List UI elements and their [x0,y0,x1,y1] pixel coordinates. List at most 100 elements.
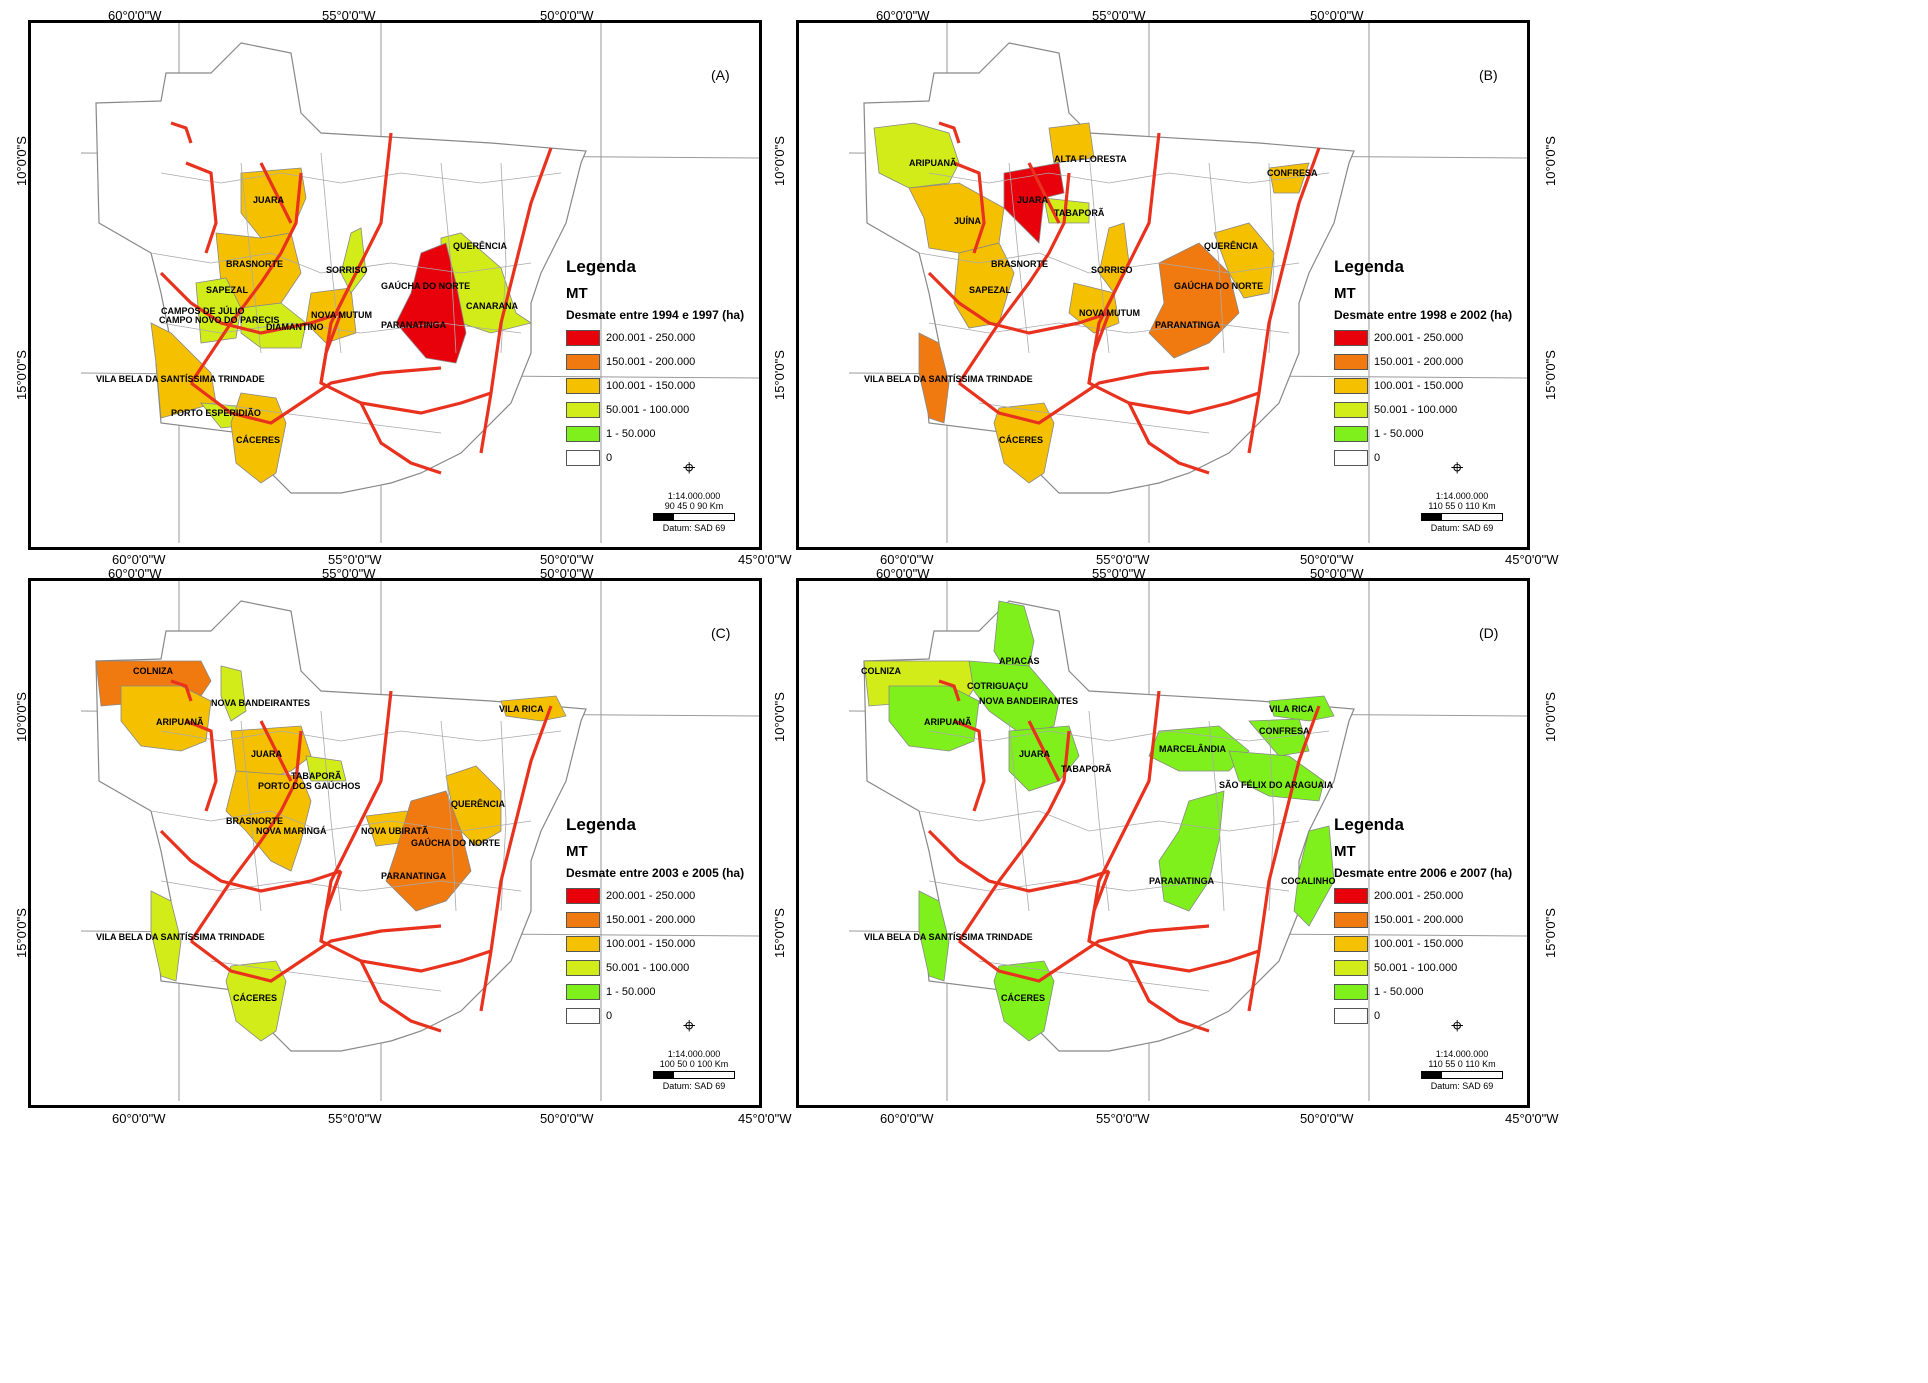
municipality-boundary [1268,720,1275,912]
map-canvas [848,23,1527,543]
road-line [957,730,1071,942]
legend: Legenda MT Desmate entre 1994 e 1997 (ha) 2… [566,257,744,470]
road-line [958,366,1210,425]
road-line [1127,960,1210,1033]
road-line [189,172,303,384]
legend-label: 200.001 - 250.000 [1374,890,1464,902]
municipality-label: CÁCERES [236,435,281,445]
municipality-label: PARANATINGA [1155,320,1221,330]
municipality-area [340,227,367,294]
coord-top-a-60: 60°0'0"W [108,8,162,23]
legend-swatch [566,984,600,1000]
municipality-label: SAPEZAL [969,285,1012,295]
coord-bot-d-60: 60°0'0"W [880,1111,934,1126]
legend-row: 150.001 - 200.000 [1334,350,1512,374]
coord-lat10-ab: 10°0'0"S [772,136,787,186]
coord-bot-d-45: 45°0'0"W [1505,1111,1559,1126]
scale-ratio: 1:14.000.000 [667,1049,721,1059]
municipality-area [385,790,472,912]
municipality-label: ALTA FLORESTA [1054,154,1127,164]
map-canvas [80,23,759,543]
scale-ratio: 1:14.000.000 [1435,491,1489,501]
coord-top-b-55: 55°0'0"W [1092,8,1146,23]
road-line [1087,870,1111,942]
legend-label: 0 [1374,1010,1381,1022]
legend-swatch [566,402,600,418]
legend-row: 1 - 50.000 [1334,422,1512,446]
municipality-area [150,890,182,982]
legend-label: 200.001 - 250.000 [606,890,696,902]
legend-row: 150.001 - 200.000 [1334,908,1512,932]
road-line [1247,705,1321,1012]
scale-ratio: 1:14.000.000 [1435,1049,1489,1059]
coord-lat15-d-right: 15°0'0"S [1543,908,1558,958]
panel-letter: (C) [711,625,731,641]
scale-graphic [653,513,735,521]
municipality-boundary [1208,162,1225,354]
coord-mid2-a-50: 50°0'0"W [540,566,594,581]
municipality-label: APIACÁS [999,656,1040,666]
municipality-boundary [918,252,1300,274]
municipality-boundary [160,172,562,184]
road-line [479,147,553,454]
coord-mid-a-45: 45°0'0"W [738,552,792,567]
scale-ticks: 90 45 0 90 Km [664,501,724,511]
municipality-label: TABAPORÃ [1054,208,1105,218]
municipality-label: VILA RICA [499,704,544,714]
coord-mid-a-55: 55°0'0"W [328,552,382,567]
scale-graphic [653,1071,735,1079]
coord-mid-a-60: 60°0'0"W [112,552,166,567]
municipality-label: QUERÊNCIA [451,799,506,809]
municipality-label: QUERÊNCIA [453,241,508,251]
legend-row: 1 - 50.000 [1334,980,1512,1004]
compass-icon: ⌖ [1451,455,1464,480]
state-outline [95,600,587,1052]
municipality-label: ARIPUANÃ [156,717,204,727]
legend-label: 50.001 - 100.000 [606,404,690,416]
road-line [259,720,293,782]
legend-label: 1 - 50.000 [1374,986,1424,998]
legend-swatch [1334,960,1368,976]
legend-swatch [1334,984,1368,1000]
road-line [185,161,218,254]
legend-description: Desmate entre 1998 e 2002 (ha) [1334,308,1513,322]
legend-swatch [1334,1008,1368,1024]
legend-row: 200.001 - 250.000 [566,326,744,350]
coord-lat15-c-left: 15°0'0"S [14,908,29,958]
municipality-label: JUÍNA [954,216,982,226]
legend-row: 1 - 50.000 [566,980,744,1004]
legend-row: 100.001 - 150.000 [1334,374,1512,398]
legend-label: 0 [606,1010,613,1022]
coord-top-b-60: 60°0'0"W [876,8,930,23]
legend-row: 50.001 - 100.000 [1334,398,1512,422]
scale-bar: 1:14.000.000 100 50 0 100 Km Datum: SAD 69 [639,1049,749,1091]
municipality-label: VILA BELA DA SANTÍSSIMA TRINDADE [96,374,265,384]
municipality-boundary [978,402,1210,434]
municipality-label: VILA BELA DA SANTÍSSIMA TRINDADE [864,932,1033,942]
legend-swatch [566,378,600,394]
legend-label: 200.001 - 250.000 [1374,332,1464,344]
coord-bot-d-50: 50°0'0"W [1300,1111,1354,1126]
municipality-label: GAÚCHA DO NORTE [1174,281,1264,291]
scale-ratio: 1:14.000.000 [667,491,721,501]
municipality-label: SORRISO [326,265,368,275]
coord-lat10-c-left: 10°0'0"S [14,692,29,742]
municipality-boundary [1008,720,1030,912]
municipality-boundary [210,960,442,992]
road-line [938,679,961,702]
legend-row: 1 - 50.000 [566,422,744,446]
municipality-label: JUARA [1019,749,1051,759]
road-line [1087,312,1111,384]
municipality-label: GAÚCHA DO NORTE [381,281,471,291]
road-line [190,924,442,983]
road-line [170,679,193,702]
road-line [185,719,218,812]
legend-swatch [566,912,600,928]
municipality-label: PORTO DOS GAÚCHOS [258,781,361,791]
legend-label: 50.001 - 100.000 [1374,962,1458,974]
road-line [170,121,193,144]
datum-label: Datum: SAD 69 [1430,523,1494,533]
municipality-label: NOVA BANDEIRANTES [211,698,311,708]
municipality-area [873,122,960,189]
municipality-label: PARANATINGA [381,320,447,330]
